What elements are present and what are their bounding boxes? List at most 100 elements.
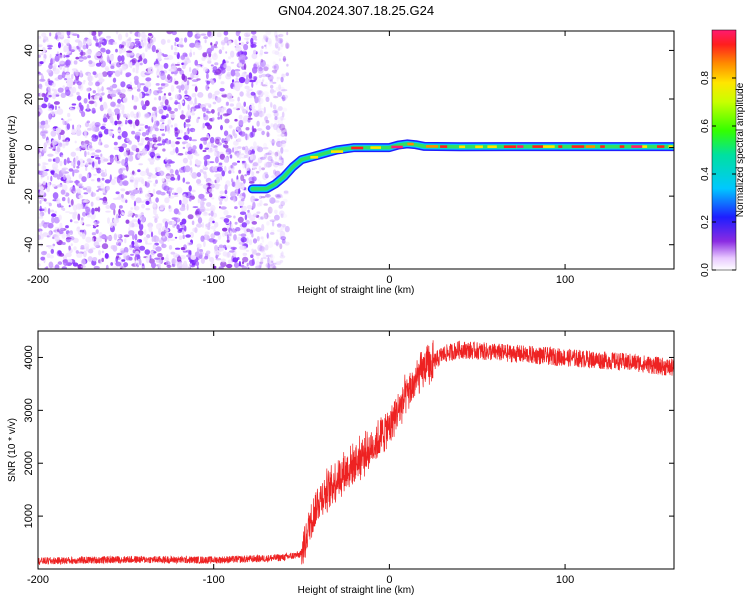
noise-dot	[228, 56, 232, 60]
noise-dot	[151, 106, 157, 111]
noise-dot	[103, 158, 109, 162]
noise-dot	[169, 168, 174, 174]
noise-dot	[243, 227, 248, 234]
noise-dot	[218, 266, 224, 269]
track-hot-segment	[351, 146, 364, 150]
noise-dot	[267, 241, 274, 248]
noise-dot	[108, 128, 111, 136]
noise-dot	[126, 50, 133, 53]
noise-dot	[38, 152, 42, 160]
noise-dot	[263, 212, 269, 220]
noise-dot	[185, 119, 191, 123]
noise-dot	[259, 262, 262, 268]
noise-dot	[223, 63, 228, 69]
noise-dot	[240, 236, 247, 243]
noise-dot	[165, 157, 168, 162]
noise-dot	[238, 261, 241, 267]
noise-dot	[276, 76, 279, 82]
noise-dot	[214, 231, 221, 236]
noise-dot	[90, 201, 94, 207]
noise-dot	[51, 216, 55, 224]
noise-dot	[284, 225, 290, 233]
noise-dot	[111, 90, 118, 94]
noise-dot	[86, 103, 90, 111]
noise-dot	[136, 112, 139, 118]
noise-dot	[124, 122, 128, 125]
noise-dot	[104, 168, 107, 176]
noise-dot	[94, 207, 99, 212]
noise-dot	[45, 139, 52, 146]
noise-dot	[203, 240, 206, 248]
noise-dot	[268, 150, 273, 156]
noise-dot	[39, 186, 44, 191]
noise-dot	[237, 160, 240, 163]
noise-dot	[260, 83, 266, 87]
noise-dot	[162, 148, 166, 152]
track-hot-segment	[487, 145, 497, 148]
signal-track	[247, 139, 674, 194]
noise-dot	[47, 182, 51, 188]
noise-dot	[258, 90, 264, 98]
noise-dot	[138, 223, 144, 231]
noise-dot	[233, 262, 240, 268]
noise-dot	[279, 86, 286, 93]
noise-dot	[124, 161, 129, 168]
noise-dot	[189, 172, 193, 176]
noise-dot	[239, 91, 244, 97]
track-hot-segment	[571, 145, 585, 148]
noise-dot	[272, 173, 276, 178]
noise-dot	[100, 47, 106, 53]
noise-dot	[275, 195, 282, 199]
noise-dot	[72, 124, 75, 130]
noise-dot	[258, 66, 263, 72]
noise-dot	[178, 235, 183, 240]
noise-dot	[182, 197, 188, 205]
noise-dot	[272, 104, 277, 110]
noise-dot	[263, 203, 269, 206]
noise-dot	[68, 245, 71, 251]
noise-dot	[243, 154, 249, 158]
noise-dot	[274, 154, 278, 160]
noise-dot	[59, 205, 64, 208]
noise-dot	[215, 41, 218, 45]
noise-dot	[109, 54, 114, 61]
noise-dot	[110, 262, 114, 266]
noise-dot	[238, 200, 245, 207]
noise-dot	[118, 44, 123, 49]
noise-dot	[155, 179, 158, 184]
noise-dot	[67, 112, 71, 118]
noise-dot	[240, 153, 245, 156]
noise-dot	[57, 87, 64, 93]
noise-dot	[54, 264, 60, 269]
noise-dot	[238, 233, 241, 236]
noise-dot	[259, 261, 264, 264]
noise-dot	[230, 164, 233, 169]
noise-dot	[243, 101, 246, 107]
noise-dot	[242, 108, 247, 114]
noise-dot	[70, 151, 77, 157]
noise-dot	[112, 245, 118, 252]
noise-dot	[43, 162, 49, 165]
colorbar-tick-label: 0.0	[700, 263, 711, 277]
noise-dot	[204, 103, 211, 106]
noise-dot	[207, 31, 212, 37]
noise-dot	[255, 227, 262, 233]
noise-dot	[194, 59, 198, 66]
noise-dot	[275, 86, 281, 92]
noise-dot	[164, 197, 170, 204]
noise-dot	[191, 112, 196, 116]
noise-dot	[135, 148, 140, 153]
noise-dot	[181, 110, 184, 115]
noise-dot	[282, 58, 287, 61]
track-hot-segment	[370, 146, 381, 149]
noise-dot	[118, 168, 123, 175]
noise-dot	[219, 190, 225, 195]
noise-dot	[155, 236, 160, 242]
noise-dot	[133, 182, 138, 189]
noise-dot	[247, 117, 253, 120]
noise-dot	[148, 137, 153, 142]
noise-dot	[237, 138, 242, 143]
noise-dot	[281, 157, 284, 164]
noise-dot	[158, 53, 162, 61]
noise-dot	[260, 92, 265, 95]
